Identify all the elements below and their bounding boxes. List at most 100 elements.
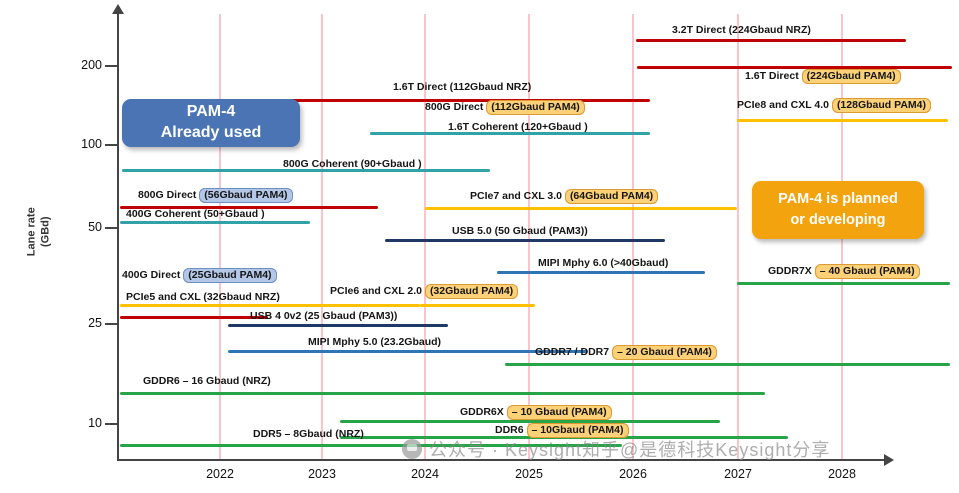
pam4-planned-callout: PAM-4 is planned or developing [752, 181, 924, 239]
series-line-800g-direct-56 [120, 205, 378, 209]
x-tick-label-2028: 2028 [828, 467, 856, 481]
series-spec-1-6t-coherent: (120+Gbaud ) [520, 121, 588, 133]
gridline-2027 [737, 14, 739, 460]
y-axis-arrow-icon [112, 4, 124, 14]
series-line-pcie5-cxl [120, 303, 420, 307]
y-tick-mark-50 [105, 227, 117, 229]
gridline-2026 [632, 14, 634, 460]
series-label-800g-coherent: 800G Coherent (90+Gbaud ) [283, 158, 422, 170]
series-name-1-6t-coherent: 1.6T Coherent [448, 121, 521, 133]
series-label-gddr6x: GDDR6X – 10 Gbaud (PAM4) [460, 405, 612, 420]
series-name-800g-direct-56: 800G Direct [138, 189, 200, 201]
series-spec-800g-coherent: (90+Gbaud ) [360, 158, 422, 170]
series-label-1-6t-direct-112: 1.6T Direct (112Gbaud NRZ) [393, 81, 531, 93]
series-label-pcie5-cxl: PCIe5 and CXL (32Gbaud NRZ) [126, 291, 280, 303]
series-name-usb-4-0v2: USB 4 0v2 [250, 310, 305, 322]
series-label-pcie6-cxl2: PCIe6 and CXL 2.0 (32Gbaud PAM4) [330, 284, 519, 299]
series-label-400g-coherent: 400G Coherent (50+Gbaud ) [126, 208, 265, 220]
series-label-pcie8-cxl4: PCIe8 and CXL 4.0 (128Gbaud PAM4) [737, 98, 932, 113]
series-name-gddr7-ddr7: GDDR7 / DDR7 [535, 346, 613, 358]
series-spec-400g-coherent: (50+Gbaud ) [203, 208, 265, 220]
series-name-400g-coherent: 400G Coherent [126, 208, 204, 220]
series-spec-400g-direct-25: (25Gbaud PAM4) [183, 268, 277, 283]
series-label-pcie7-cxl3: PCIe7 and CXL 3.0 (64Gbaud PAM4) [470, 189, 659, 204]
series-name-400g-direct-25: 400G Direct [122, 269, 184, 281]
series-name-pcie8-cxl4: PCIe8 and CXL 4.0 [737, 99, 832, 111]
series-name-ddr5: DDR5 – 8Gbaud (NRZ) [253, 428, 364, 440]
x-tick-label-2022: 2022 [206, 467, 234, 481]
gridline-2024 [424, 14, 426, 460]
watermark-text: 公众号 · Keysight知乎@是德科技Keysight分享 [429, 440, 831, 460]
series-label-gddr6: GDDR6 – 16 Gbaud (NRZ) [143, 375, 271, 387]
x-tick-label-2025: 2025 [515, 467, 543, 481]
series-line-1-6t-direct-112 [287, 98, 650, 102]
y-tick-mark-25 [105, 323, 117, 325]
series-line-3-2t-direct [636, 38, 906, 42]
series-name-mipi-mphy-5: MIPI Mphy 5.0 [308, 336, 381, 348]
series-line-gddr7-ddr7 [505, 362, 950, 366]
series-line-1-6t-coherent [370, 131, 650, 135]
series-spec-gddr7-ddr7: – 20 Gbaud (PAM4) [612, 345, 717, 360]
series-label-1-6t-direct-224: 1.6T Direct (224Gbaud PAM4) [745, 69, 901, 84]
gridline-2022 [219, 14, 221, 460]
y-tick-label-100: 100 [81, 137, 102, 151]
series-spec-usb-5-0: (50 Gbaud (PAM3)) [494, 225, 588, 237]
series-line-1-6t-direct-224 [637, 65, 952, 69]
y-tick-mark-100 [105, 144, 117, 146]
series-label-usb-4-0v2: USB 4 0v2 (25 Gbaud (PAM3)) [250, 310, 397, 322]
series-name-800g-direct-112: 800G Direct [425, 101, 487, 113]
series-label-mipi-mphy-6: MIPI Mphy 6.0 (>40Gbaud) [538, 257, 668, 269]
watermark: 公众号 · Keysight知乎@是德科技Keysight分享 [402, 436, 830, 462]
series-line-gddr6x [340, 419, 720, 423]
pam4-planned-line2: or developing [790, 212, 886, 228]
pam4-used-line1: PAM-4 [186, 103, 236, 121]
series-label-gddr7-ddr7: GDDR7 / DDR7 – 20 Gbaud (PAM4) [535, 345, 717, 360]
series-line-usb-4-0v2 [228, 323, 448, 327]
series-spec-pcie7-cxl3: (64Gbaud PAM4) [564, 189, 659, 204]
pam4-planned-line1: PAM-4 is planned [778, 190, 898, 207]
y-tick-label-200: 200 [81, 58, 102, 72]
series-name-gddr7x: GDDR7X [768, 265, 815, 277]
y-tick-label-50: 50 [88, 220, 102, 234]
series-label-800g-direct-56: 800G Direct (56Gbaud PAM4) [138, 188, 293, 203]
series-line-800g-coherent [122, 168, 490, 172]
series-name-pcie7-cxl3: PCIe7 and CXL 3.0 [470, 190, 565, 202]
series-label-mipi-mphy-5: MIPI Mphy 5.0 (23.2Gbaud) [308, 336, 441, 348]
series-line-gddr7x [737, 281, 950, 285]
series-line-ddr5 [120, 443, 622, 447]
y-tick-mark-200 [105, 65, 117, 67]
series-name-3-2t-direct: 3.2T Direct [672, 24, 729, 36]
series-line-400g-coherent [120, 220, 310, 224]
pam4-used-line2: Already used [160, 124, 262, 141]
series-line-gddr6 [120, 391, 765, 395]
series-line-pcie7-cxl3 [425, 206, 737, 210]
series-line-400g-direct-25 [120, 315, 268, 319]
series-spec-pcie6-cxl2: (32Gbaud PAM4) [424, 284, 519, 299]
series-label-ddr6: DDR6 – 10Gbaud (PAM4) [495, 423, 629, 438]
x-tick-label-2023: 2023 [308, 467, 336, 481]
series-name-gddr6: GDDR6 – 16 Gbaud (NRZ) [143, 375, 271, 387]
y-tick-label-25: 25 [88, 316, 102, 330]
series-label-gddr7x: GDDR7X – 40 Gbaud (PAM4) [768, 264, 920, 279]
x-axis-arrow-icon [884, 454, 894, 466]
series-name-gddr6x: GDDR6X [460, 406, 507, 418]
series-name-pcie5-cxl: PCIe5 and CXL [126, 291, 204, 303]
series-spec-usb-4-0v2: (25 Gbaud (PAM3)) [304, 310, 398, 322]
x-axis-line [117, 459, 885, 461]
series-label-400g-direct-25: 400G Direct (25Gbaud PAM4) [122, 268, 277, 283]
y-tick-label-10: 10 [88, 416, 102, 430]
series-spec-pcie8-cxl4: (128Gbaud PAM4) [831, 98, 932, 113]
series-name-1-6t-direct-224: 1.6T Direct [745, 70, 802, 82]
y-axis-title-line1: Lane rate [25, 207, 38, 257]
series-label-ddr5: DDR5 – 8Gbaud (NRZ) [253, 428, 364, 440]
x-tick-label-2027: 2027 [724, 467, 752, 481]
series-name-ddr6: DDR6 [495, 424, 527, 436]
series-label-800g-direct-112: 800G Direct (112Gbaud PAM4) [425, 100, 585, 115]
series-line-pcie8-cxl4 [737, 118, 948, 122]
gridline-2025 [528, 14, 530, 460]
series-name-usb-5-0: USB 5.0 [452, 225, 495, 237]
series-spec-ddr6: – 10Gbaud (PAM4) [526, 423, 629, 438]
pam4-already-used-callout: PAM-4 Already used [122, 99, 300, 147]
series-line-mipi-mphy-6 [497, 270, 705, 274]
